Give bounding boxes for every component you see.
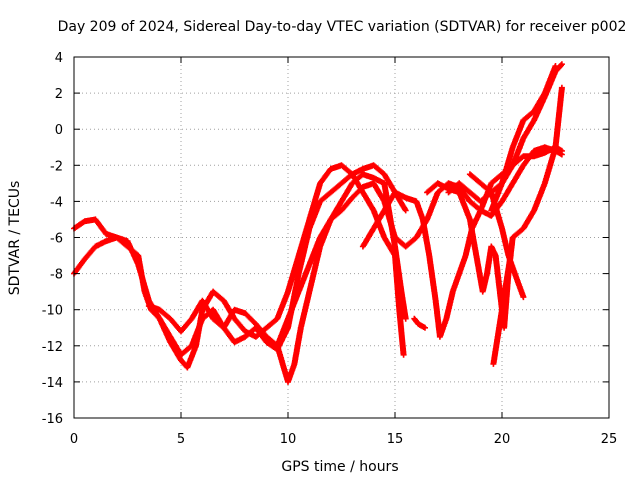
scatter-points: [488, 63, 559, 214]
x-axis-ticks: 0 5 10 15 20 25: [70, 57, 617, 447]
scatter-points: [466, 171, 527, 301]
scatter-points: [411, 315, 428, 331]
y-tick-label: -14: [42, 376, 63, 391]
y-axis-label: SDTVAR / TECUs: [7, 181, 23, 296]
y-tick-label: -6: [50, 232, 63, 247]
y-tick-label: -16: [42, 412, 63, 427]
data-marks: [71, 61, 565, 385]
x-axis-label: GPS time / hours: [281, 459, 398, 475]
y-tick-label: -12: [42, 340, 63, 355]
series-sat-track-11: [411, 315, 428, 331]
grid-lines: [74, 57, 609, 418]
scatter-points: [359, 144, 565, 340]
y-tick-label: -8: [50, 268, 63, 283]
x-tick-label: 5: [177, 432, 185, 447]
series-sat-track-9: [466, 171, 527, 301]
y-axis-ticks: -16 -14 -12 -10 -8 -6 -4 -2 0 2 4: [42, 51, 609, 427]
x-tick-label: 25: [601, 432, 618, 447]
series-sat-track-10: [490, 252, 514, 367]
y-tick-label: 4: [55, 51, 63, 66]
scatter-points: [424, 84, 565, 331]
chart-title: Day 209 of 2024, Sidereal Day-to-day VTE…: [58, 19, 627, 35]
x-tick-label: 10: [280, 432, 297, 447]
x-tick-label: 15: [387, 432, 404, 447]
series-sat-track-5: [359, 144, 565, 340]
y-tick-label: -4: [50, 195, 63, 210]
y-tick-label: -10: [42, 304, 63, 319]
scatter-points: [274, 144, 565, 349]
series-sat-track-3: [145, 171, 409, 385]
series-sat-track-8: [488, 63, 559, 214]
series-sat-track-6: [424, 84, 565, 331]
y-tick-label: 2: [55, 87, 63, 102]
y-tick-label: -2: [50, 159, 63, 174]
x-tick-label: 0: [70, 432, 78, 447]
x-tick-label: 20: [494, 432, 511, 447]
series-sat-track-4: [274, 144, 565, 349]
scatter-points: [490, 252, 514, 367]
scatter-points: [145, 171, 409, 385]
y-tick-label: 0: [55, 123, 63, 138]
